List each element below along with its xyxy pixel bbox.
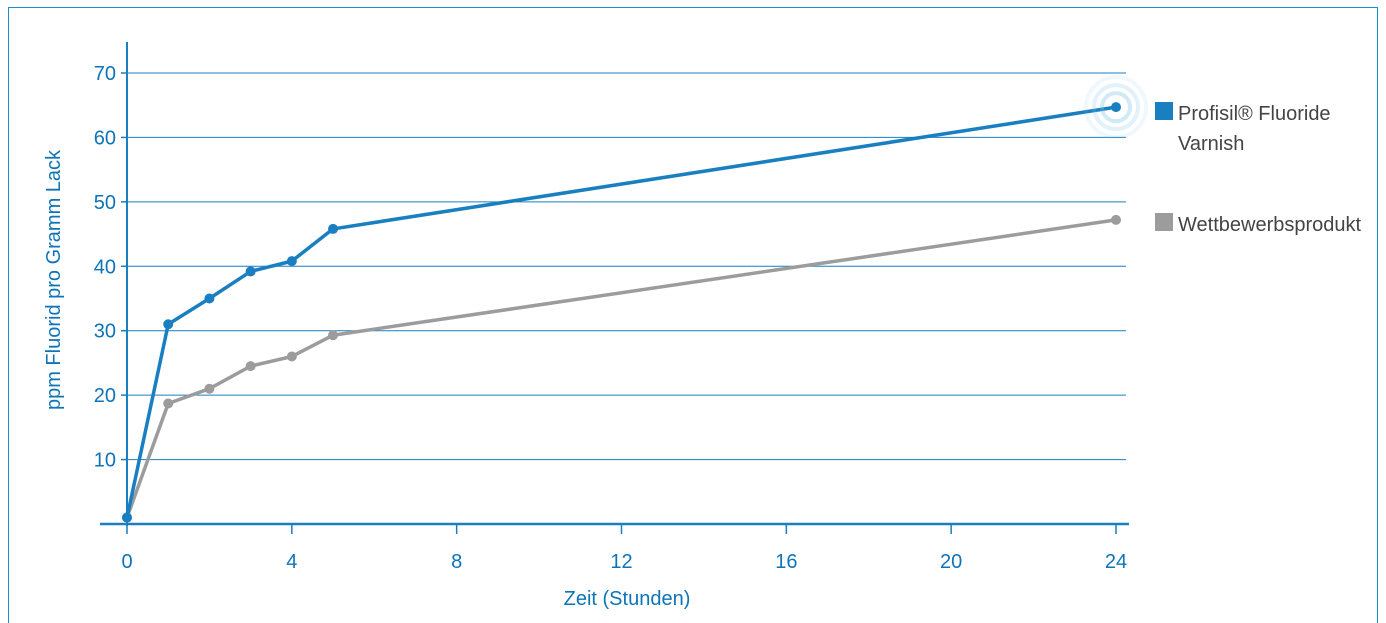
x-tick-label: 24 <box>1105 551 1127 573</box>
x-tick-label: 16 <box>775 551 797 573</box>
y-tick-label: 20 <box>94 385 116 407</box>
y-tick-label: 50 <box>94 192 116 214</box>
y-tick-label: 30 <box>94 321 116 343</box>
data-point-0-2 <box>204 293 215 304</box>
x-tick-label: 20 <box>940 551 962 573</box>
data-point-0-4 <box>286 256 297 267</box>
gridlines <box>127 72 1126 461</box>
legend-swatch-1 <box>1155 213 1173 231</box>
x-tick-label: 0 <box>121 551 132 573</box>
data-point-0-6 <box>1111 102 1121 113</box>
x-tick-label: 12 <box>610 551 632 573</box>
legend: Profisil® Fluoride Varnish Wettbewerbsprod… <box>1155 102 1362 236</box>
data-point-0-5 <box>328 223 339 234</box>
x-tick-label: 4 <box>286 551 297 573</box>
highlight-ring-0 <box>1100 91 1132 124</box>
data-point-1-5 <box>328 330 339 341</box>
axes <box>100 42 1129 534</box>
data-point-1-2 <box>204 383 215 394</box>
tick-labels: 10 20 30 40 50 60 70 0 4 8 12 16 20 24 <box>94 63 1127 573</box>
series-line-0 <box>125 105 1118 520</box>
y-axis-title: ppm Fluorid pro Gramm Lack <box>43 149 65 410</box>
y-tick-label: 60 <box>94 127 116 149</box>
legend-label-0: Profisil® Fluoride Varnish <box>1178 103 1331 155</box>
y-tick-label: 40 <box>94 256 116 278</box>
legend-label-1: Wettbewerbsprodukt <box>1178 214 1362 236</box>
data-point-0-1 <box>163 319 174 330</box>
data-point-1-4 <box>286 351 297 362</box>
data-point-1-3 <box>245 361 256 372</box>
series-layer <box>122 75 1148 523</box>
legend-swatch-0 <box>1155 102 1173 120</box>
y-tick-label: 70 <box>94 63 116 85</box>
y-tick-label: 10 <box>94 450 116 472</box>
data-point-1-1 <box>163 398 174 409</box>
x-tick-label: 8 <box>451 551 462 573</box>
x-axis-title: Zeit (Stunden) <box>564 588 691 610</box>
data-point-1-6 <box>1111 214 1121 225</box>
highlight-ring-1 <box>1092 83 1140 132</box>
highlight-ring-2 <box>1084 75 1148 140</box>
chart-frame <box>8 7 1378 623</box>
data-point-0-3 <box>245 266 256 277</box>
